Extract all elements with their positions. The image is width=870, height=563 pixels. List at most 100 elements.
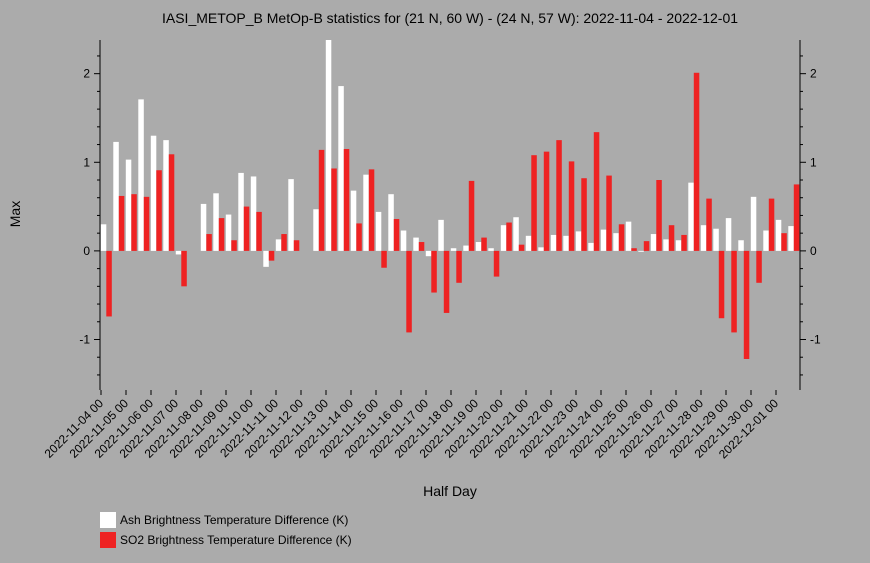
y-tick-label-right: 2 xyxy=(810,67,817,81)
so2-bar-46 xyxy=(681,234,687,251)
y-tick-label-left: 0 xyxy=(83,244,90,258)
ash-bar-9 xyxy=(213,193,219,251)
so2-bar-13 xyxy=(268,250,275,261)
ash-bar-3 xyxy=(138,99,144,251)
ash-bar-21 xyxy=(363,174,369,251)
ash-bar-51 xyxy=(738,240,744,251)
so2-bar-44 xyxy=(656,180,662,251)
ash-bar-23 xyxy=(388,194,394,251)
so2-bar-35 xyxy=(543,151,550,251)
ash-bar-40 xyxy=(600,229,607,251)
ash-bar-52 xyxy=(750,196,757,251)
ash-bar-36 xyxy=(550,234,557,251)
so2-bar-14 xyxy=(281,234,287,251)
ash-bar-28 xyxy=(450,248,457,251)
ash-bar-55 xyxy=(788,226,794,251)
ash-bar-4 xyxy=(150,135,157,251)
so2-bar-51 xyxy=(743,250,750,359)
so2-bar-10 xyxy=(231,240,237,251)
ash-bar-35 xyxy=(538,247,544,251)
ash-bar-30 xyxy=(475,242,482,251)
so2-bar-2 xyxy=(131,194,137,251)
so2-bar-42 xyxy=(631,248,637,251)
ash-bar-34 xyxy=(525,235,532,251)
ash-bar-41 xyxy=(613,233,619,251)
ash-bar-5 xyxy=(163,140,169,251)
legend-label-ash: Ash Brightness Temperature Difference (K… xyxy=(120,513,348,527)
bars-group xyxy=(100,40,800,359)
so2-bar-22 xyxy=(381,250,387,268)
so2-bar-17 xyxy=(318,149,325,251)
so2-bar-43 xyxy=(643,241,650,251)
so2-bar-6 xyxy=(181,250,187,287)
so2-bar-11 xyxy=(243,206,250,251)
ash-bar-6 xyxy=(175,250,182,255)
chart-title: IASI_METOP_B MetOp-B statistics for (21 … xyxy=(162,10,738,26)
so2-bar-38 xyxy=(581,178,587,251)
so2-bar-47 xyxy=(693,72,700,251)
so2-bar-50 xyxy=(731,250,737,333)
ash-bar-45 xyxy=(663,239,669,251)
so2-bar-20 xyxy=(356,223,362,251)
y-tick-label-left: 1 xyxy=(83,155,90,169)
ash-bar-31 xyxy=(488,248,494,251)
so2-bar-48 xyxy=(706,198,712,251)
so2-bar-53 xyxy=(768,198,775,251)
legend-label-so2: SO2 Brightness Temperature Difference (K… xyxy=(120,533,352,547)
y-tick-label-right: -1 xyxy=(810,332,821,346)
ash-bar-25 xyxy=(413,237,419,251)
y-tick-label-left: 2 xyxy=(83,67,90,81)
ash-bar-32 xyxy=(500,225,507,251)
so2-bar-25 xyxy=(418,242,425,251)
so2-bar-19 xyxy=(343,148,350,251)
so2-bar-49 xyxy=(718,250,725,319)
so2-bar-40 xyxy=(606,175,612,251)
legend-swatch-so2 xyxy=(100,532,116,548)
ash-bar-0 xyxy=(100,224,107,251)
ash-bar-44 xyxy=(650,234,657,251)
legend-swatch-ash xyxy=(100,512,116,528)
ash-bar-38 xyxy=(575,231,582,251)
so2-bar-1 xyxy=(118,195,125,251)
y-tick-label-right: 1 xyxy=(810,155,817,169)
so2-bar-15 xyxy=(293,240,300,251)
so2-bar-4 xyxy=(156,170,162,251)
so2-bar-30 xyxy=(481,237,487,251)
so2-bar-54 xyxy=(781,233,787,251)
so2-bar-24 xyxy=(406,250,412,333)
so2-bar-37 xyxy=(568,161,575,251)
ash-bar-19 xyxy=(338,86,344,251)
ash-bar-18 xyxy=(325,40,332,251)
ash-bar-27 xyxy=(438,219,444,251)
so2-bar-18 xyxy=(331,168,337,251)
ash-bar-50 xyxy=(725,218,732,251)
ash-bar-47 xyxy=(688,182,694,251)
ash-bar-1 xyxy=(113,141,119,251)
so2-bar-21 xyxy=(368,169,375,251)
so2-bar-26 xyxy=(431,250,437,293)
so2-bar-52 xyxy=(756,250,762,283)
so2-bar-29 xyxy=(468,180,475,251)
ash-bar-42 xyxy=(625,221,632,251)
so2-bar-39 xyxy=(593,132,600,251)
so2-bar-36 xyxy=(556,140,562,251)
so2-bar-5 xyxy=(168,154,175,251)
ash-bar-24 xyxy=(400,230,407,251)
ash-bar-29 xyxy=(463,245,469,251)
so2-bar-32 xyxy=(506,222,512,251)
ash-bar-22 xyxy=(375,211,382,251)
so2-bar-34 xyxy=(531,155,537,251)
so2-bar-45 xyxy=(668,225,675,251)
so2-bar-28 xyxy=(456,250,462,283)
so2-bar-27 xyxy=(443,250,450,313)
ash-bar-13 xyxy=(263,250,269,267)
so2-bar-23 xyxy=(393,218,400,251)
ash-bar-10 xyxy=(225,214,232,251)
so2-bar-55 xyxy=(793,184,800,251)
x-axis-label: Half Day xyxy=(423,483,477,499)
ash-bar-33 xyxy=(513,217,519,251)
so2-bar-31 xyxy=(493,250,500,277)
y-tick-label-left: -1 xyxy=(79,332,90,346)
